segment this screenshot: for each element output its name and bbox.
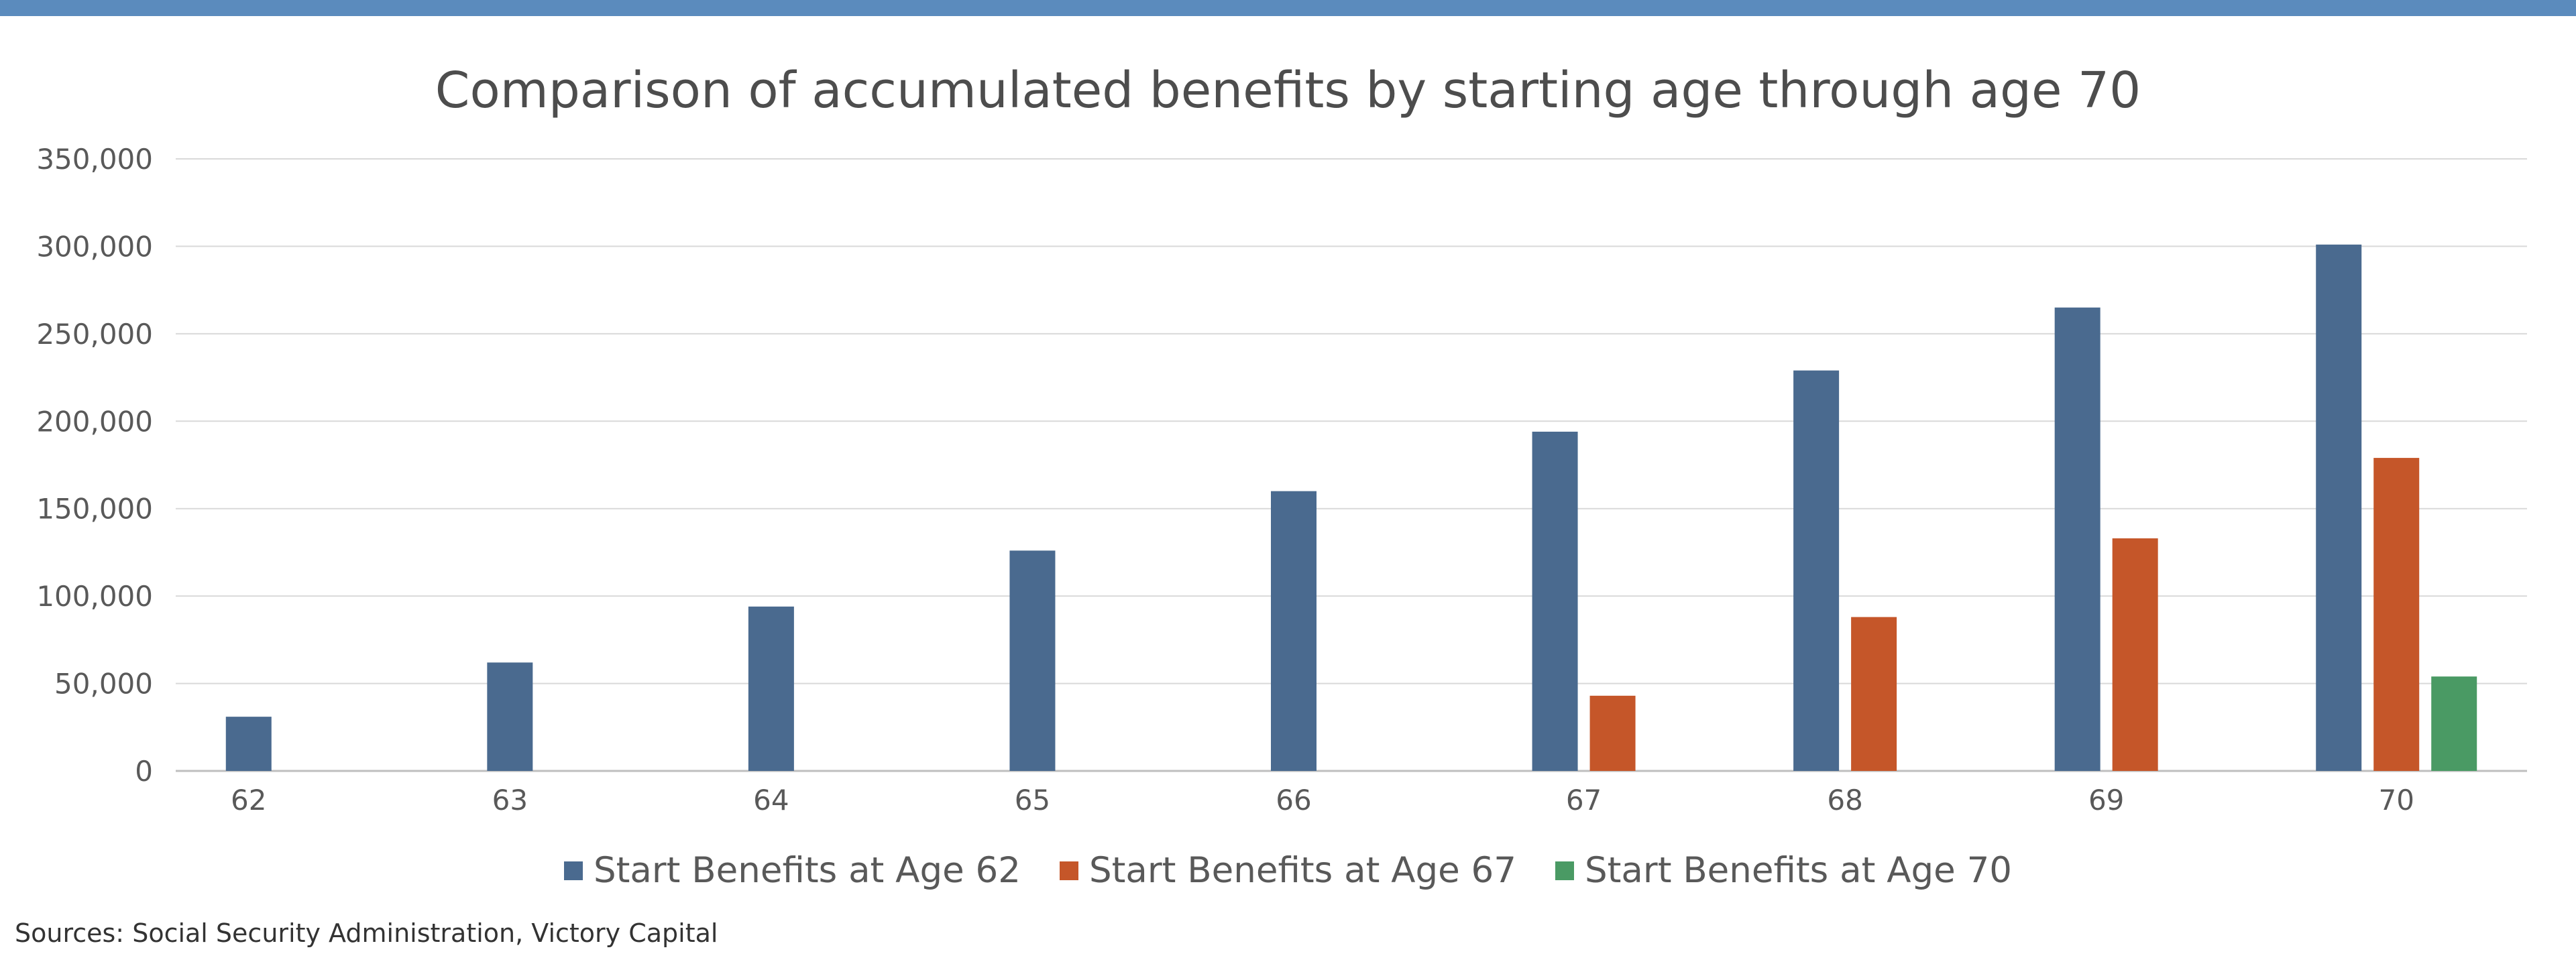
- legend-item-series-2: Start Benefits at Age 67: [1059, 850, 1516, 891]
- bar-series-1-age-69: [2054, 307, 2101, 771]
- x-tick-label: 69: [2088, 784, 2124, 817]
- x-tick-label: 66: [1276, 784, 1311, 817]
- bar-series-2-age-69: [2112, 538, 2158, 771]
- y-tick-label: 200,000: [36, 405, 153, 438]
- top-accent-bar: [0, 0, 2576, 16]
- chart-legend: Start Benefits at Age 62 Start Benefits …: [0, 850, 2576, 891]
- legend-swatch-series-1: [563, 861, 583, 880]
- y-tick-label: 0: [135, 755, 153, 788]
- x-tick-label: 63: [492, 784, 528, 817]
- y-tick-label: 300,000: [36, 230, 153, 263]
- x-tick-label: 65: [1015, 784, 1050, 817]
- bar-series-1-age-64: [748, 606, 794, 771]
- x-axis-ticks: 62 63 64 65 66 67 68 69 70: [231, 784, 2414, 817]
- bar-series-2-age-68: [1851, 617, 1897, 771]
- x-tick-label: 62: [231, 784, 266, 817]
- bar-series-1-age-63: [487, 662, 533, 771]
- legend-swatch-series-2: [1059, 861, 1078, 880]
- y-tick-label: 250,000: [36, 318, 153, 351]
- bar-series-1-age-70: [2316, 244, 2362, 771]
- bar-series-2-age-67: [1589, 695, 1636, 771]
- chart-title: Comparison of accumulated benefits by st…: [435, 62, 2141, 119]
- legend-item-series-3: Start Benefits at Age 70: [1555, 850, 2012, 891]
- x-tick-label: 67: [1566, 784, 1602, 817]
- x-tick-label: 64: [753, 784, 789, 817]
- legend-swatch-series-3: [1555, 861, 1574, 880]
- bars: [225, 244, 2477, 771]
- y-tick-label: 350,000: [36, 143, 153, 176]
- bar-series-1-age-66: [1271, 491, 1317, 771]
- y-tick-label: 100,000: [36, 580, 153, 613]
- y-tick-label: 50,000: [54, 668, 153, 701]
- bar-series-1-age-68: [1793, 370, 1840, 771]
- legend-label-series-2: Start Benefits at Age 67: [1088, 850, 1516, 891]
- legend-label-series-1: Start Benefits at Age 62: [593, 850, 1021, 891]
- gridlines: [176, 158, 2527, 772]
- bar-series-1-age-67: [1532, 431, 1578, 771]
- bar-series-1-age-65: [1009, 550, 1056, 771]
- source-note: Sources: Social Security Administration,…: [15, 918, 718, 948]
- x-tick-label: 70: [2378, 784, 2414, 817]
- legend-item-series-1: Start Benefits at Age 62: [563, 850, 1021, 891]
- bar-series-2-age-70: [2373, 458, 2420, 771]
- x-tick-label: 68: [1827, 784, 1862, 817]
- bar-series-1-age-62: [225, 717, 272, 771]
- bar-series-3-age-70: [2431, 676, 2477, 771]
- legend-label-series-3: Start Benefits at Age 70: [1585, 850, 2013, 891]
- y-axis-ticks: 0 50,000 100,000 150,000 200,000 250,000 300,0…: [36, 143, 153, 788]
- y-tick-label: 150,000: [36, 493, 153, 526]
